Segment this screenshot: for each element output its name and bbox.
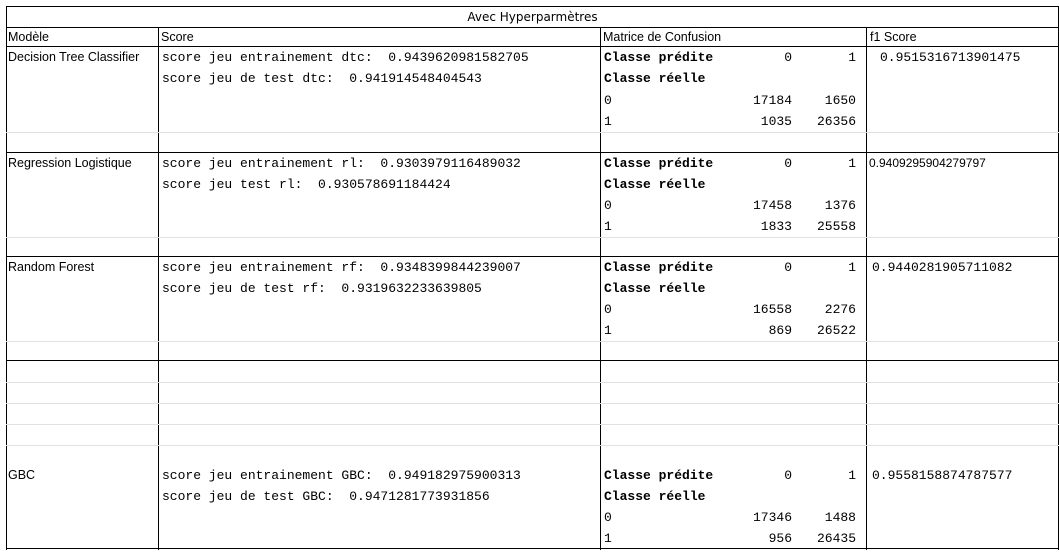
test-score: score jeu de test dtc: 0.941914548404543	[162, 71, 482, 86]
grid-line	[6, 360, 1059, 361]
column-divider	[158, 28, 159, 550]
matrix-row-header: 0	[604, 93, 612, 108]
matrix-cell: 1035	[760, 114, 792, 129]
matrix-col-header: 1	[848, 156, 856, 171]
grid-line	[6, 237, 1059, 238]
matrix-row-header: 0	[604, 510, 612, 525]
matrix-cell: 26522	[816, 323, 856, 338]
f1-score: 0.9515316713901475	[880, 50, 1021, 65]
predicted-class-label: Classe prédite	[604, 156, 714, 171]
model-name: Decision Tree Classifier	[8, 50, 140, 64]
matrix-cell: 2276	[824, 302, 856, 317]
header-score: Score	[161, 30, 194, 44]
f1-score: 0.9440281905711082	[872, 260, 1013, 275]
matrix-cell: 869	[768, 323, 792, 338]
matrix-cell: 956	[768, 531, 792, 546]
test-score: score jeu de test GBC: 0.947128177393185…	[162, 489, 490, 504]
model-name: GBC	[8, 468, 36, 482]
grid-line	[6, 445, 1059, 446]
matrix-cell: 1376	[824, 198, 856, 213]
test-score: score jeu de test rf: 0.9319632233639805	[162, 281, 482, 296]
matrix-row-header: 1	[604, 114, 612, 129]
matrix-row-header: 0	[604, 302, 612, 317]
matrix-col-header: 0	[784, 156, 792, 171]
predicted-class-label: Classe prédite	[604, 260, 714, 275]
matrix-col-header: 1	[848, 260, 856, 275]
model-name: Regression Logistique	[8, 156, 132, 170]
actual-class-label: Classe réelle	[604, 489, 706, 504]
matrix-cell: 1650	[824, 93, 856, 108]
matrix-cell: 26356	[816, 114, 856, 129]
actual-class-label: Classe réelle	[604, 177, 706, 192]
actual-class-label: Classe réelle	[604, 71, 706, 86]
header-f1: f1 Score	[870, 30, 917, 44]
f1-score: 0.9558158874787577	[872, 468, 1013, 483]
train-score: score jeu entrainement dtc: 0.9439620981…	[162, 50, 529, 65]
grid-line	[6, 341, 1059, 342]
matrix-cell: 26435	[816, 531, 856, 546]
train-score: score jeu entrainement rl: 0.93039791164…	[162, 156, 521, 171]
matrix-cell: 1488	[824, 510, 856, 525]
matrix-col-header: 0	[784, 50, 792, 65]
predicted-class-label: Classe prédite	[604, 50, 714, 65]
border-left	[6, 6, 7, 550]
matrix-cell: 17346	[752, 510, 792, 525]
train-score: score jeu entrainement rf: 0.93483998442…	[162, 260, 521, 275]
matrix-col-header: 0	[784, 468, 792, 483]
matrix-cell: 17184	[752, 93, 792, 108]
f1-score: 0.9409295904279797	[869, 156, 986, 170]
matrix-col-header: 0	[784, 260, 792, 275]
border-bottom	[6, 548, 1059, 549]
grid-line	[6, 256, 1059, 257]
border-top	[6, 6, 1059, 7]
matrix-row-header: 1	[604, 219, 612, 234]
actual-class-label: Classe réelle	[604, 281, 706, 296]
grid-line	[6, 132, 1059, 133]
predicted-class-label: Classe prédite	[604, 468, 714, 483]
grid-line	[6, 46, 1059, 47]
table-title: Avec Hyperparmètres	[467, 10, 598, 24]
matrix-cell: 25558	[816, 219, 856, 234]
matrix-row-header: 1	[604, 323, 612, 338]
matrix-cell: 1833	[760, 219, 792, 234]
grid-line	[6, 382, 1059, 383]
grid-line	[6, 424, 1059, 425]
grid-line	[6, 27, 1059, 28]
matrix-col-header: 1	[848, 50, 856, 65]
grid-line	[6, 403, 1059, 404]
matrix-row-header: 1	[604, 531, 612, 546]
train-score: score jeu entrainement GBC: 0.9491829759…	[162, 468, 521, 483]
grid-line	[6, 152, 1059, 153]
column-divider	[866, 28, 867, 550]
column-divider	[600, 28, 601, 550]
header-model: Modèle	[8, 30, 49, 44]
model-name: Random Forest	[8, 260, 95, 274]
matrix-row-header: 0	[604, 198, 612, 213]
header-matrix: Matrice de Confusion	[603, 30, 722, 44]
matrix-col-header: 1	[848, 468, 856, 483]
test-score: score jeu test rl: 0.930578691184424	[162, 177, 451, 192]
matrix-cell: 16558	[752, 302, 792, 317]
matrix-cell: 17458	[752, 198, 792, 213]
